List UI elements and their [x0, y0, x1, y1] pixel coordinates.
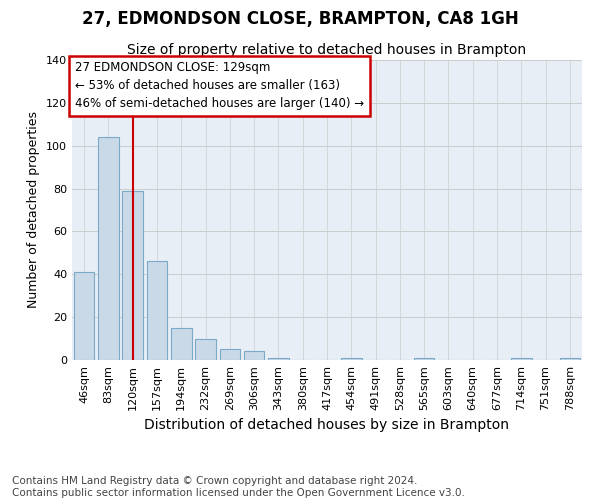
X-axis label: Distribution of detached houses by size in Brampton: Distribution of detached houses by size … [145, 418, 509, 432]
Bar [74, 272, 94, 360]
Bar [341, 358, 362, 360]
Bar [511, 358, 532, 360]
Text: 27, EDMONDSON CLOSE, BRAMPTON, CA8 1GH: 27, EDMONDSON CLOSE, BRAMPTON, CA8 1GH [82, 10, 518, 28]
Text: Contains HM Land Registry data © Crown copyright and database right 2024.
Contai: Contains HM Land Registry data © Crown c… [12, 476, 465, 498]
Bar [244, 352, 265, 360]
Bar [171, 328, 191, 360]
Bar [414, 358, 434, 360]
Bar [560, 358, 580, 360]
Title: Size of property relative to detached houses in Brampton: Size of property relative to detached ho… [127, 44, 527, 58]
Bar [220, 350, 240, 360]
Bar [268, 358, 289, 360]
Text: 27 EDMONDSON CLOSE: 129sqm
← 53% of detached houses are smaller (163)
46% of sem: 27 EDMONDSON CLOSE: 129sqm ← 53% of deta… [74, 62, 364, 110]
Bar [146, 262, 167, 360]
Bar [122, 190, 143, 360]
Y-axis label: Number of detached properties: Number of detached properties [28, 112, 40, 308]
Bar [98, 137, 119, 360]
Bar [195, 338, 216, 360]
